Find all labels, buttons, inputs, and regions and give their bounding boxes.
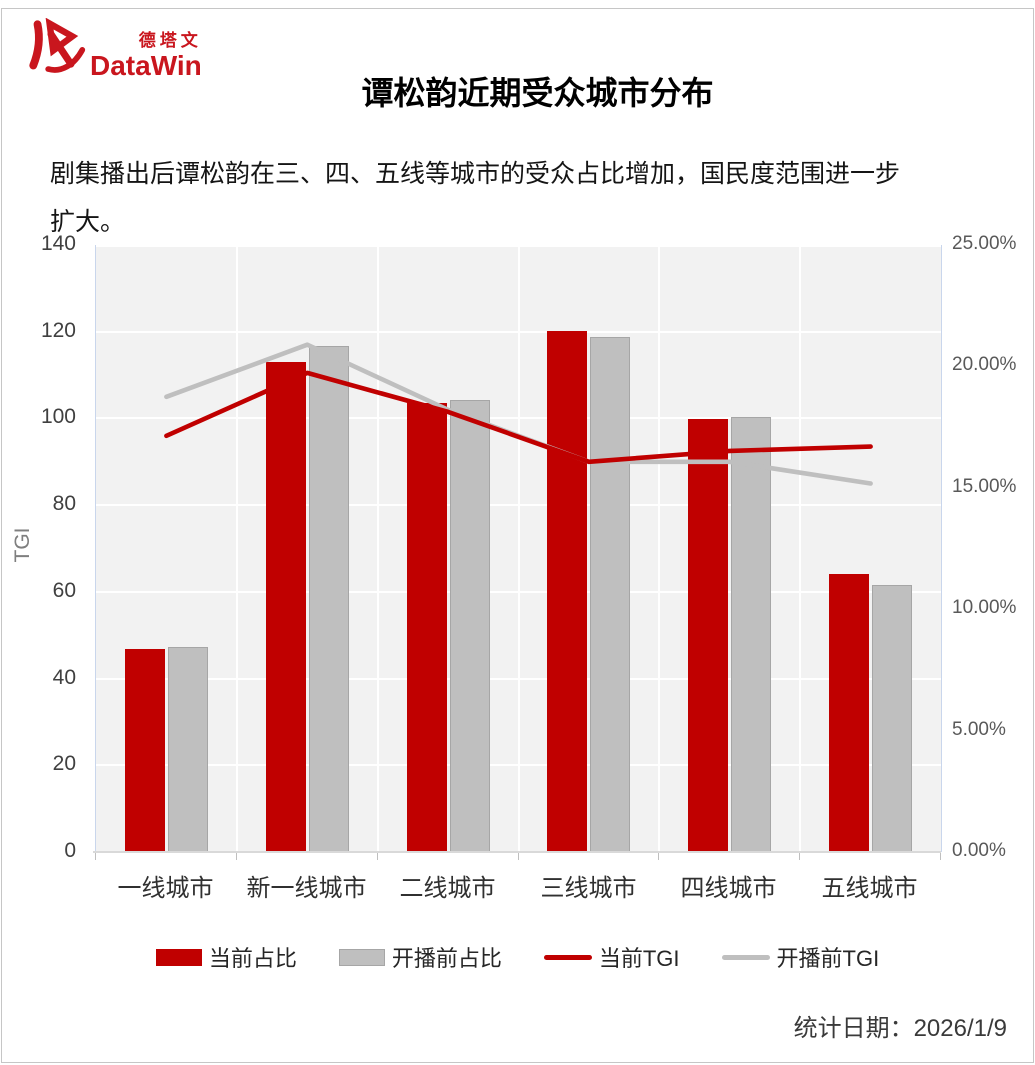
bar-current-c0 bbox=[125, 649, 165, 852]
x-label-5: 五线城市 bbox=[821, 875, 918, 902]
left-tick-60: 60 bbox=[52, 579, 76, 602]
right-tick-25.00%: 25.00% bbox=[952, 233, 1017, 254]
gridline-horizontal bbox=[96, 764, 941, 766]
gridline-horizontal bbox=[96, 417, 941, 419]
datawin-logo: 德塔文 DataWin bbox=[24, 18, 202, 80]
x-tickmark-0 bbox=[95, 853, 96, 860]
gridline-vertical bbox=[236, 245, 238, 852]
legend-swatch-bar bbox=[338, 948, 385, 966]
x-tickmark-1 bbox=[236, 853, 237, 860]
right-tick-0.00%: 0.00% bbox=[952, 840, 1006, 861]
bar-before-c5 bbox=[872, 585, 912, 852]
bar-current-c2 bbox=[407, 403, 447, 852]
gridline-vertical bbox=[377, 245, 379, 852]
stat-date: 统计日期：2026/1/9 bbox=[793, 1015, 1007, 1042]
bar-current-c4 bbox=[688, 419, 728, 852]
logo-english-name: DataWin bbox=[90, 50, 202, 81]
legend-label: 开播前TGI bbox=[776, 946, 880, 971]
left-tick-0: 0 bbox=[64, 839, 76, 862]
bar-before-c1 bbox=[309, 346, 349, 852]
gridline-horizontal bbox=[96, 591, 941, 593]
x-tickmark-4 bbox=[658, 853, 659, 860]
left-tick-120: 120 bbox=[40, 319, 76, 342]
bar-current-c5 bbox=[829, 574, 869, 852]
bar-current-c1 bbox=[266, 362, 306, 852]
left-tick-40: 40 bbox=[52, 666, 76, 689]
legend-item-1: 开播前占比 bbox=[338, 941, 502, 973]
gridline-vertical bbox=[799, 245, 801, 852]
chart-legend: 当前占比 开播前占比 当前TGI 开播前TGI bbox=[0, 941, 1035, 973]
left-tick-20: 20 bbox=[52, 752, 76, 775]
line-before-tgi bbox=[164, 342, 873, 486]
right-tick-15.00%: 15.00% bbox=[952, 476, 1017, 497]
gridline-horizontal bbox=[96, 504, 941, 506]
logo-text: 德塔文 DataWin bbox=[90, 26, 202, 80]
left-tick-80: 80 bbox=[52, 492, 76, 515]
bar-before-c0 bbox=[168, 647, 208, 852]
x-tickmark-2 bbox=[377, 853, 378, 860]
page-title: 谭松韵近期受众城市分布 bbox=[361, 75, 714, 111]
right-tick-10.00%: 10.00% bbox=[952, 597, 1017, 618]
legend-item-3: 开播前TGI bbox=[721, 941, 880, 973]
legend-swatch-bar bbox=[155, 948, 202, 966]
left-tick-100: 100 bbox=[40, 405, 76, 428]
gridline-horizontal bbox=[96, 245, 941, 247]
legend-item-2: 当前TGI bbox=[543, 941, 680, 973]
bar-before-c2 bbox=[450, 400, 490, 852]
right-tick-5.00%: 5.00% bbox=[952, 719, 1006, 740]
legend-label: 当前占比 bbox=[208, 946, 297, 971]
logo-chinese-name: 德塔文 bbox=[138, 31, 202, 50]
x-label-3: 三线城市 bbox=[540, 875, 637, 902]
x-tickmark-6 bbox=[940, 853, 941, 860]
legend-label: 当前TGI bbox=[598, 946, 680, 971]
x-axis-line bbox=[93, 851, 941, 853]
x-label-0: 一线城市 bbox=[117, 875, 214, 902]
gridline-vertical bbox=[518, 245, 520, 852]
legend-swatch-line bbox=[543, 954, 592, 960]
chart-description: 剧集播出后谭松韵在三、四、五线等城市的受众占比增加，国民度范围进一步扩大。 bbox=[50, 160, 901, 236]
right-tick-20.00%: 20.00% bbox=[952, 354, 1017, 375]
x-tickmark-3 bbox=[518, 853, 519, 860]
legend-label: 开播前占比 bbox=[391, 946, 502, 971]
x-label-1: 新一线城市 bbox=[246, 875, 367, 902]
bar-before-c3 bbox=[590, 337, 630, 852]
left-tick-140: 140 bbox=[40, 232, 76, 255]
legend-swatch-line bbox=[721, 954, 770, 960]
gridline-horizontal bbox=[96, 678, 941, 680]
gridline-horizontal bbox=[96, 331, 941, 333]
bar-before-c4 bbox=[731, 417, 771, 852]
legend-item-0: 当前占比 bbox=[155, 941, 297, 973]
line-current-tgi bbox=[164, 370, 873, 465]
x-label-2: 二线城市 bbox=[399, 875, 496, 902]
tgi-lines-layer bbox=[164, 342, 873, 486]
plot-area bbox=[95, 245, 942, 852]
datawin-logo-icon bbox=[29, 18, 86, 73]
bar-current-c3 bbox=[547, 331, 587, 852]
x-tickmark-5 bbox=[799, 853, 800, 860]
x-label-4: 四线城市 bbox=[680, 875, 777, 902]
gridline-vertical bbox=[658, 245, 660, 852]
